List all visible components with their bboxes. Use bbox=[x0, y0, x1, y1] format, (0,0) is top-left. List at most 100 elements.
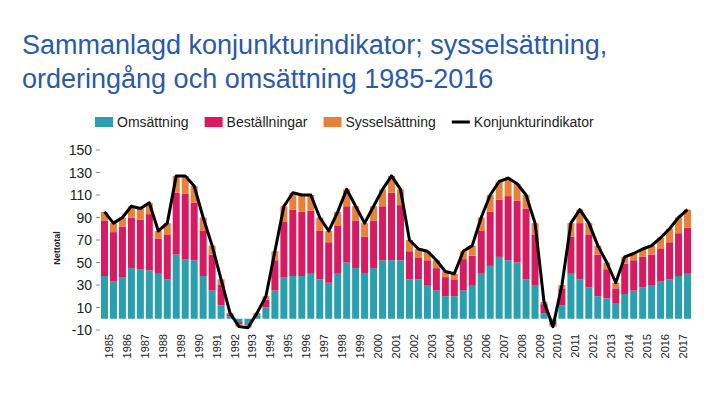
x-tick-label: 2002 bbox=[408, 334, 420, 358]
bar bbox=[388, 193, 395, 261]
y-tick-label: 150 bbox=[69, 142, 93, 158]
x-tick-label: 1991 bbox=[211, 334, 223, 358]
plot-area bbox=[101, 176, 691, 328]
x-tick-label: 2008 bbox=[516, 334, 528, 358]
bar bbox=[487, 266, 494, 319]
legend-label: Konjunkturindikator bbox=[474, 114, 594, 130]
bar bbox=[424, 260, 431, 285]
x-tick-label: 2000 bbox=[372, 334, 384, 358]
bar bbox=[487, 212, 494, 266]
bar bbox=[424, 285, 431, 319]
bar bbox=[630, 291, 637, 319]
y-tick bbox=[96, 285, 100, 286]
bar bbox=[200, 231, 207, 276]
bar bbox=[173, 193, 180, 255]
chart: -101030507090110130150Nettotal1985198619… bbox=[0, 0, 720, 405]
bar bbox=[334, 274, 341, 319]
bar bbox=[415, 258, 422, 279]
bar bbox=[101, 276, 108, 319]
bar bbox=[639, 257, 646, 287]
bar bbox=[316, 231, 323, 279]
bar bbox=[191, 260, 198, 319]
bar bbox=[505, 196, 512, 260]
bar bbox=[397, 260, 404, 319]
x-tick-label: 1992 bbox=[229, 334, 241, 358]
legend-label: Beställningar bbox=[227, 114, 308, 130]
x-tick-label: 2014 bbox=[623, 334, 635, 358]
y-tick-label: 130 bbox=[69, 165, 93, 181]
bar bbox=[621, 294, 628, 319]
bar bbox=[128, 218, 135, 269]
bar bbox=[298, 212, 305, 276]
x-tick-label: 2017 bbox=[677, 334, 689, 358]
bar bbox=[289, 276, 296, 319]
bar bbox=[388, 260, 395, 319]
bar bbox=[343, 206, 350, 262]
bar bbox=[137, 220, 144, 270]
x-tick-label: 2011 bbox=[569, 334, 581, 358]
bar bbox=[460, 291, 467, 319]
y-tick bbox=[96, 307, 100, 308]
bar bbox=[433, 291, 440, 319]
x-tick-label: 1989 bbox=[175, 334, 187, 358]
bar bbox=[325, 283, 332, 319]
bar bbox=[271, 291, 278, 319]
bar bbox=[585, 287, 592, 319]
bar bbox=[406, 279, 413, 318]
bar bbox=[514, 263, 521, 319]
bar bbox=[657, 282, 664, 319]
bar bbox=[316, 279, 323, 318]
y-tick-label: 110 bbox=[70, 187, 93, 203]
x-tick-label: 1988 bbox=[157, 334, 169, 358]
legend-swatch bbox=[324, 117, 342, 127]
bar bbox=[361, 274, 368, 319]
x-tick-label: 2004 bbox=[444, 334, 456, 358]
bar bbox=[146, 214, 153, 270]
title: Sammanlagd konjunkturindikator; sysselsä… bbox=[22, 28, 702, 96]
bar bbox=[307, 211, 314, 274]
bar bbox=[146, 270, 153, 318]
bar bbox=[173, 255, 180, 319]
bar bbox=[191, 203, 198, 260]
bar bbox=[630, 260, 637, 290]
bar bbox=[155, 239, 162, 274]
bar bbox=[280, 222, 287, 277]
x-tick-label: 2007 bbox=[498, 334, 510, 358]
bar bbox=[289, 210, 296, 276]
y-tick bbox=[96, 330, 100, 331]
x-tick-label: 2009 bbox=[534, 334, 546, 358]
bar bbox=[352, 268, 359, 319]
x-tick-label: 1999 bbox=[354, 334, 366, 358]
bar bbox=[155, 274, 162, 319]
bar bbox=[603, 269, 610, 298]
line bbox=[104, 176, 687, 328]
bar bbox=[307, 274, 314, 319]
y-tick bbox=[96, 217, 100, 218]
bar bbox=[594, 296, 601, 319]
y-tick-label: 70 bbox=[76, 232, 92, 248]
bar bbox=[496, 257, 503, 319]
bar bbox=[603, 299, 610, 319]
bar bbox=[325, 231, 332, 242]
y-tick-label: 30 bbox=[76, 277, 92, 293]
bar bbox=[684, 274, 691, 319]
bar bbox=[612, 288, 619, 303]
bar bbox=[361, 223, 368, 237]
bar bbox=[370, 221, 377, 268]
bar bbox=[200, 276, 207, 319]
x-tick-label: 1996 bbox=[300, 334, 312, 358]
x-tick-label: 2003 bbox=[426, 334, 438, 358]
bar bbox=[298, 276, 305, 319]
legend-swatch bbox=[95, 117, 113, 127]
bar bbox=[101, 221, 108, 276]
x-tick-label: 2013 bbox=[605, 334, 617, 358]
x-tick-label: 2001 bbox=[390, 334, 402, 358]
bar bbox=[164, 234, 171, 279]
y-tick bbox=[96, 195, 100, 196]
y-tick bbox=[96, 262, 100, 263]
x-tick-label: 2010 bbox=[551, 334, 563, 358]
bar bbox=[594, 255, 601, 297]
bar bbox=[514, 201, 521, 263]
bar bbox=[576, 223, 583, 279]
bar bbox=[612, 303, 619, 319]
